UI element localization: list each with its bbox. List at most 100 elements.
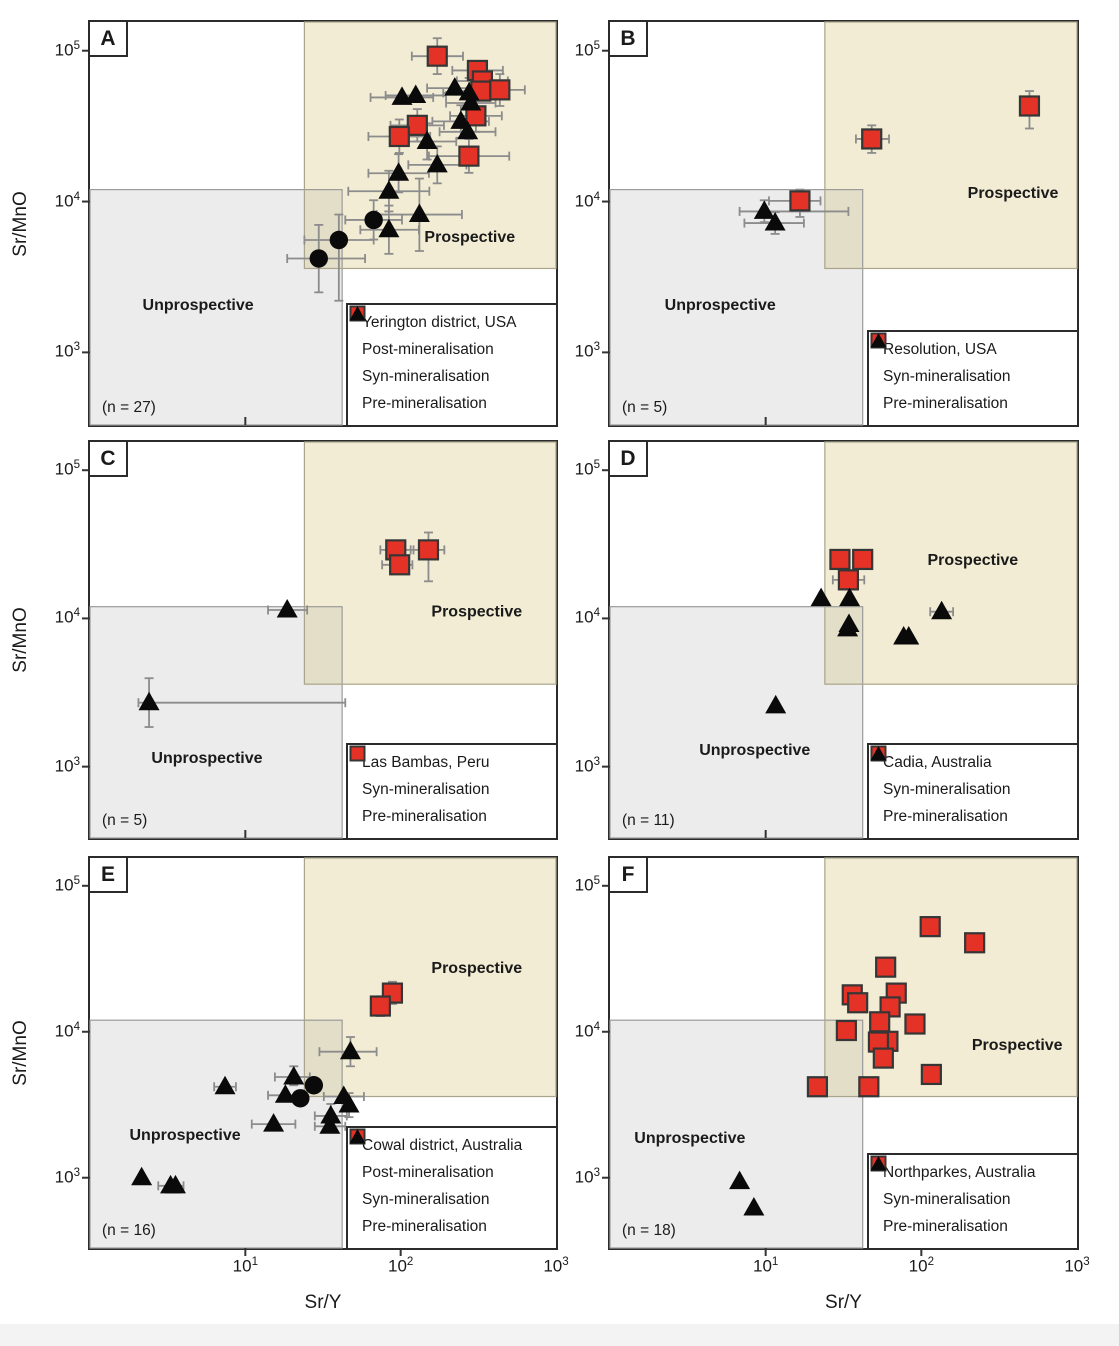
unprospective-region <box>610 1020 863 1248</box>
legend-item-circle: Post-mineralisation <box>349 1128 550 1186</box>
panel-letter-D: D <box>608 440 648 477</box>
triangle-marker <box>274 1084 296 1103</box>
unprospective-region <box>610 189 863 425</box>
y-tick-label: 105 <box>574 459 600 479</box>
plot-area-B: Prospective Unprospective <box>602 21 1078 426</box>
x-tick-label: 101 <box>752 1256 779 1276</box>
prospective-label: Prospective <box>431 604 522 621</box>
y-tick-label: 103 <box>574 341 600 362</box>
legend-item-triangle: Pre-mineralisation <box>870 746 1071 830</box>
triangle-legend-marker-icon <box>870 1156 887 1171</box>
legend-B: Resolution, USA Syn-mineralisation Pre-min… <box>867 330 1079 427</box>
panel-letter-A: A <box>88 20 128 57</box>
legend-item-label: Syn-mineralisation <box>883 367 1011 385</box>
legend-item-triangle: Pre-mineralisation <box>349 306 550 417</box>
triangle-marker <box>283 1065 305 1085</box>
legend-title: Cadia, Australia <box>883 754 992 771</box>
legend-A: Yerington district, USA Post-mineralisati… <box>346 303 558 427</box>
legend-D: Cadia, Australia Syn-mineralisation Pre-mi… <box>867 743 1079 840</box>
x-tick-label: 101 <box>232 1256 258 1276</box>
triangle-marker <box>810 587 832 607</box>
unprospective-region <box>90 606 343 838</box>
unprospective-label: Unprospective <box>665 297 776 314</box>
triangle-marker <box>457 120 479 140</box>
y-tick-label: 105 <box>574 874 600 895</box>
legend-item-square: Syn-mineralisation <box>870 745 1071 803</box>
x-tick-label: 103 <box>543 1256 569 1276</box>
legend-item-label: Syn-mineralisation <box>362 367 490 385</box>
prospective-region <box>304 442 556 685</box>
y-tick-label: 103 <box>574 1166 600 1187</box>
legend-title: Northparkes, Australia <box>883 1164 1036 1181</box>
prospective-label: Prospective <box>968 185 1059 202</box>
square-marker <box>1018 95 1041 117</box>
y-tick-label: 103 <box>54 755 80 776</box>
triangle-marker <box>426 153 448 173</box>
legend-item-triangle: Syn-mineralisation <box>349 746 550 803</box>
triangle-marker <box>408 203 430 223</box>
square-marker <box>869 1011 891 1033</box>
x-axis-title: Sr/Y <box>825 1292 862 1313</box>
prospective-label: Prospective <box>927 552 1018 569</box>
square-marker <box>829 548 851 571</box>
triangle-marker <box>898 625 920 645</box>
unprospective-region <box>90 189 343 425</box>
legend-item-label: Pre-mineralisation <box>883 1217 1008 1235</box>
square-marker <box>406 114 428 136</box>
sample-count-label: (n = 27) <box>102 399 156 416</box>
y-tick-label: 104 <box>54 190 80 211</box>
legend-item-label: Pre-mineralisation <box>883 394 1008 412</box>
triangle-marker <box>339 1040 361 1060</box>
unprospective-label: Unprospective <box>129 1127 240 1144</box>
panel-C: Prospective Unprospective C (n = 5) Las Bamb… <box>55 440 558 840</box>
panel-letter-E: E <box>88 856 128 893</box>
x-axis-title: Sr/Y <box>304 1292 342 1313</box>
prospective-region <box>824 858 1077 1097</box>
square-marker <box>861 128 883 150</box>
square-marker <box>369 995 391 1017</box>
legend-title: Las Bambas, Peru <box>362 754 490 771</box>
legend-item-label: Pre-mineralisation <box>362 394 487 412</box>
square-marker <box>919 916 941 938</box>
legend-item-label: Post-mineralisation <box>362 340 494 358</box>
y-axis-title: Sr/MnO <box>10 190 31 257</box>
legend-F: Northparkes, Australia Syn-mineralisation… <box>867 1153 1079 1250</box>
square-marker <box>875 956 897 978</box>
triangle-marker <box>378 218 400 238</box>
square-marker <box>835 1019 857 1042</box>
square-marker <box>872 1047 894 1069</box>
legend-item-label: Pre-mineralisation <box>362 807 487 825</box>
panel-letter-B: B <box>608 20 648 57</box>
unprospective-label: Unprospective <box>143 297 254 314</box>
legend-C: Las Bambas, Peru Syn-mineralisation Pre-mi… <box>346 743 558 840</box>
panel-letter-C: C <box>88 440 128 477</box>
y-tick-label: 105 <box>54 39 80 60</box>
legend-item-label: Syn-mineralisation <box>883 1190 1011 1208</box>
panel-F: Prospective Unprospective F (n = 18) Northpa… <box>575 856 1090 1313</box>
triangle-marker <box>131 1166 153 1186</box>
sample-count-label: (n = 16) <box>102 1222 156 1239</box>
triangle-legend-marker-icon <box>870 333 887 348</box>
circle-marker <box>309 249 328 268</box>
y-tick-label: 103 <box>54 341 80 362</box>
legend-item-label: Syn-mineralisation <box>883 780 1011 798</box>
legend-item-triangle: Pre-mineralisation <box>870 1156 1071 1240</box>
legend-item-label: Pre-mineralisation <box>883 807 1008 825</box>
triangle-marker <box>138 691 160 711</box>
y-tick-label: 104 <box>574 607 600 628</box>
legend-item-label: Syn-mineralisation <box>362 1190 490 1208</box>
prospective-label: Prospective <box>972 1037 1063 1054</box>
plot-area-D: Prospective Unprospective <box>602 441 1078 839</box>
y-tick-label: 105 <box>54 874 80 895</box>
square-marker <box>426 45 448 67</box>
circle-marker <box>291 1089 310 1108</box>
prospective-label: Prospective <box>431 960 522 977</box>
legend-item-square: Syn-mineralisation <box>870 332 1071 390</box>
triangle-marker <box>276 598 298 618</box>
panel-B: Prospective Unprospective B (n = 5) Resoluti… <box>575 20 1079 427</box>
triangle-marker <box>388 162 410 181</box>
plot-area-C: Prospective Unprospective <box>82 441 557 839</box>
triangle-marker <box>839 587 861 607</box>
triangle-marker <box>405 84 427 103</box>
legend-item-square: Syn-mineralisation <box>349 1128 550 1213</box>
